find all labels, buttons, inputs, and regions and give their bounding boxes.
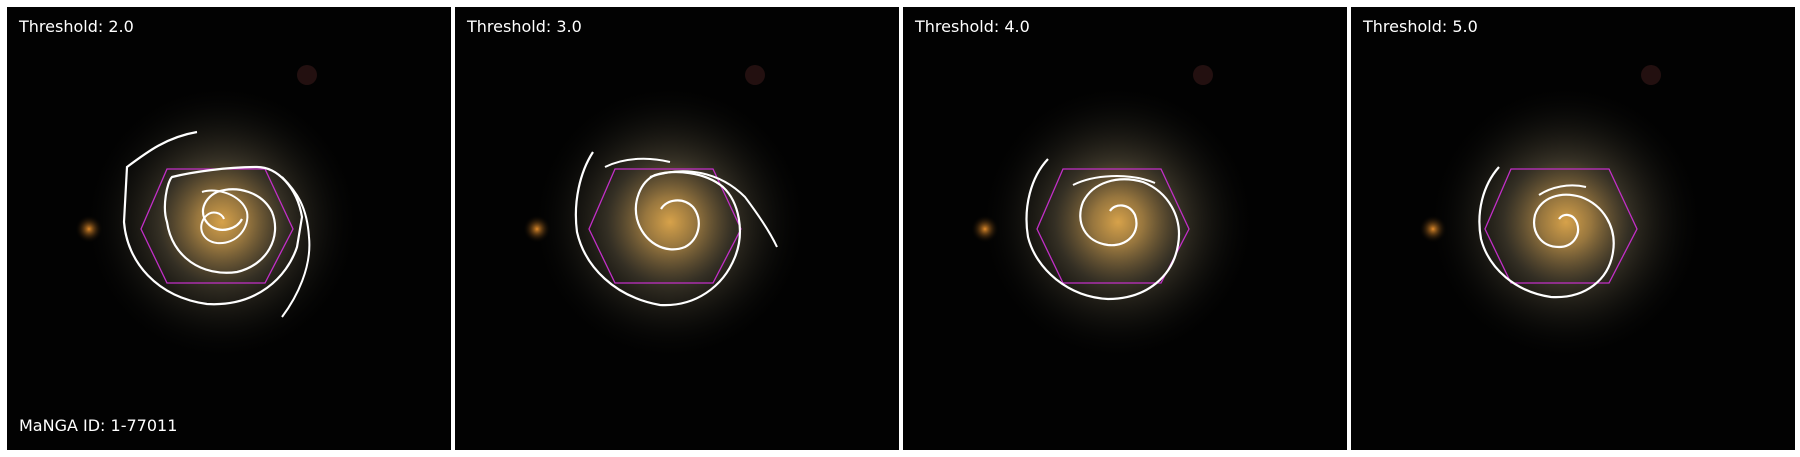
panel-threshold-4: Threshold: 4.0 bbox=[903, 7, 1347, 450]
contour-spiral-inner bbox=[200, 189, 249, 245]
faint-source bbox=[745, 65, 765, 85]
contour-arm-tail bbox=[281, 176, 311, 318]
ifu-hexagon bbox=[1036, 168, 1190, 284]
star bbox=[523, 215, 551, 243]
contour-spiral-outer bbox=[574, 151, 741, 307]
panel-label: Threshold: 3.0 bbox=[467, 17, 582, 36]
panel-threshold-5: Threshold: 5.0 bbox=[1351, 7, 1795, 450]
star bbox=[1419, 215, 1447, 243]
contour-arm-top bbox=[604, 157, 671, 168]
contour-arm-top bbox=[1538, 184, 1587, 196]
galaxy-image bbox=[523, 65, 810, 362]
faint-source bbox=[1641, 65, 1661, 85]
ifu-hexagon bbox=[588, 168, 742, 284]
contour-arm-upper bbox=[649, 170, 778, 248]
panel-label: Threshold: 5.0 bbox=[1363, 17, 1478, 36]
galaxy-image bbox=[971, 65, 1258, 362]
galaxy-image bbox=[75, 65, 362, 362]
galaxy-glow bbox=[1426, 82, 1706, 362]
panel-threshold-2: Threshold: 2.0 MaNGA ID: 1-77011 bbox=[7, 7, 451, 450]
faint-source bbox=[1193, 65, 1213, 85]
contour-spiral-outer bbox=[1478, 166, 1615, 299]
panel-label: Threshold: 4.0 bbox=[915, 17, 1030, 36]
galaxy-glow bbox=[530, 82, 810, 362]
star bbox=[971, 215, 999, 243]
contour-arm-top bbox=[1072, 175, 1156, 186]
contour-spiral-outer bbox=[1025, 158, 1181, 301]
galaxy-glow bbox=[978, 82, 1258, 362]
panel-threshold-3: Threshold: 3.0 bbox=[455, 7, 899, 450]
star bbox=[75, 215, 103, 243]
galaxy-image bbox=[1419, 65, 1706, 362]
faint-source bbox=[297, 65, 317, 85]
ifu-hexagon bbox=[1484, 168, 1638, 284]
manga-id-label: MaNGA ID: 1-77011 bbox=[19, 416, 178, 435]
galaxy-glow bbox=[82, 82, 362, 362]
panel-label: Threshold: 2.0 bbox=[19, 17, 134, 36]
